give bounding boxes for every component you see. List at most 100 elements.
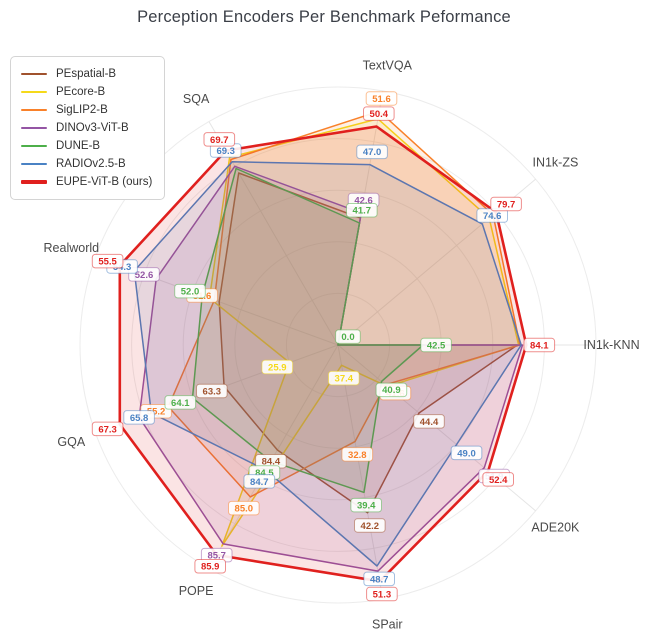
legend-item-4: DUNE-B bbox=[21, 137, 152, 155]
axis-title-gqa: GQA bbox=[57, 435, 85, 449]
value-label: 55.5 bbox=[91, 253, 124, 269]
svg-text:44.4: 44.4 bbox=[420, 417, 439, 428]
svg-text:52.6: 52.6 bbox=[135, 270, 154, 281]
svg-text:32.8: 32.8 bbox=[348, 450, 367, 461]
svg-text:69.3: 69.3 bbox=[216, 146, 235, 157]
svg-text:55.2: 55.2 bbox=[147, 407, 166, 418]
svg-text:84.4: 84.4 bbox=[262, 457, 281, 468]
value-label: 0.0 bbox=[335, 329, 361, 344]
value-label: 44.4 bbox=[413, 414, 445, 429]
svg-text:51.6: 51.6 bbox=[372, 94, 391, 105]
svg-text:50.4: 50.4 bbox=[370, 109, 389, 120]
legend-label: DINOv3-ViT-B bbox=[56, 122, 129, 134]
value-label: 67.3 bbox=[91, 421, 124, 437]
series-polygon-dune-b bbox=[191, 167, 424, 494]
svg-text:55.5: 55.5 bbox=[98, 257, 117, 268]
legend-swatch-icon bbox=[21, 91, 47, 93]
value-label: 84.1 bbox=[523, 337, 556, 353]
svg-text:42.5: 42.5 bbox=[427, 340, 446, 351]
axis-title-realworld: Realworld bbox=[44, 241, 100, 255]
value-label: 85.9 bbox=[194, 559, 226, 574]
value-label: 69.7 bbox=[203, 132, 236, 147]
svg-text:63.3: 63.3 bbox=[203, 386, 222, 397]
value-label: 39.4 bbox=[350, 497, 382, 513]
axis-spoke bbox=[208, 121, 339, 346]
axis-spoke bbox=[337, 344, 384, 600]
legend-swatch-icon bbox=[21, 145, 47, 147]
svg-text:25.9: 25.9 bbox=[268, 363, 287, 374]
axis-title-pope: POPE bbox=[179, 584, 214, 598]
svg-text:69.7: 69.7 bbox=[210, 135, 229, 146]
legend-swatch-icon bbox=[21, 73, 47, 75]
svg-text:39.4: 39.4 bbox=[357, 501, 376, 512]
legend-item-5: RADIOv2.5-B bbox=[21, 155, 152, 173]
legend-item-6: EUPE-ViT-B (ours) bbox=[21, 173, 152, 191]
svg-text:49.0: 49.0 bbox=[457, 448, 476, 459]
value-label: 42.2 bbox=[354, 518, 386, 533]
value-label: 65.8 bbox=[123, 410, 155, 425]
value-label: 84.7 bbox=[243, 474, 276, 489]
axis-title-in1k-knn: IN1k-KNN bbox=[583, 338, 639, 352]
value-label: 50.4 bbox=[363, 106, 395, 121]
legend-swatch-icon bbox=[21, 180, 47, 184]
value-label: 63.3 bbox=[196, 383, 228, 399]
svg-text:64.1: 64.1 bbox=[171, 398, 190, 409]
value-label: 84.4 bbox=[255, 454, 287, 469]
svg-text:79.7: 79.7 bbox=[497, 199, 516, 210]
svg-text:48.7: 48.7 bbox=[370, 574, 389, 585]
value-label: 47.0 bbox=[356, 144, 388, 160]
svg-text:41.7: 41.7 bbox=[353, 206, 372, 217]
value-label: 37.4 bbox=[328, 370, 360, 386]
value-label: 25.9 bbox=[261, 359, 294, 375]
svg-text:84.5: 84.5 bbox=[255, 468, 274, 479]
axis-title-in1k-zs: IN1k-ZS bbox=[532, 156, 578, 170]
axis-title-spair: SPair bbox=[372, 617, 403, 631]
legend-label: SigLIP2-B bbox=[56, 104, 108, 116]
legend-label: DUNE-B bbox=[56, 140, 101, 152]
legend-label: EUPE-ViT-B (ours) bbox=[56, 176, 153, 188]
value-label: 52.0 bbox=[174, 283, 206, 299]
value-label: 32.8 bbox=[341, 447, 374, 462]
svg-text:67.3: 67.3 bbox=[98, 424, 117, 435]
value-label: 40.9 bbox=[375, 382, 408, 398]
legend-item-0: PEspatial-B bbox=[21, 65, 152, 83]
value-label: 52.4 bbox=[482, 472, 514, 487]
value-label: 85.0 bbox=[228, 500, 260, 516]
svg-text:85.9: 85.9 bbox=[201, 562, 220, 573]
legend-item-2: SigLIP2-B bbox=[21, 101, 152, 119]
value-label: 51.6 bbox=[365, 91, 398, 106]
axis-title-ade20k: ADE20K bbox=[531, 520, 580, 534]
svg-text:85.0: 85.0 bbox=[235, 504, 254, 515]
svg-text:85.7: 85.7 bbox=[207, 551, 226, 562]
legend: PEspatial-B PEcore-B SigLIP2-B DINOv3-ViT-B… bbox=[10, 56, 166, 200]
legend-swatch-icon bbox=[21, 109, 47, 111]
svg-text:65.8: 65.8 bbox=[130, 413, 149, 424]
legend-swatch-icon bbox=[21, 163, 47, 165]
value-label: 49.0 bbox=[450, 445, 483, 461]
svg-text:84.7: 84.7 bbox=[250, 477, 269, 488]
svg-text:52.4: 52.4 bbox=[489, 475, 508, 486]
value-label: 79.7 bbox=[490, 196, 522, 212]
value-label: 41.7 bbox=[346, 203, 378, 218]
series-polygon-siglip2-b bbox=[167, 110, 521, 498]
svg-text:47.0: 47.0 bbox=[363, 147, 382, 158]
legend-item-1: PEcore-B bbox=[21, 83, 152, 101]
svg-text:84.1: 84.1 bbox=[530, 340, 549, 351]
svg-text:0.0: 0.0 bbox=[341, 332, 354, 343]
legend-item-3: DINOv3-ViT-B bbox=[21, 119, 152, 137]
svg-text:74.6: 74.6 bbox=[483, 211, 502, 222]
series-polygon-eupe-vit-b-ours- bbox=[118, 125, 528, 583]
legend-swatch-icon bbox=[21, 127, 47, 129]
svg-text:42.2: 42.2 bbox=[361, 521, 380, 532]
svg-text:52.0: 52.0 bbox=[181, 287, 200, 298]
svg-text:51.3: 51.3 bbox=[373, 590, 392, 601]
legend-label: PEspatial-B bbox=[56, 68, 117, 80]
svg-text:42.6: 42.6 bbox=[354, 196, 373, 207]
legend-label: RADIOv2.5-B bbox=[56, 158, 126, 170]
value-label: 42.5 bbox=[420, 337, 452, 353]
value-label: 48.7 bbox=[363, 571, 395, 587]
axis-title-sqa: SQA bbox=[183, 92, 210, 106]
value-label: 51.3 bbox=[366, 586, 398, 602]
